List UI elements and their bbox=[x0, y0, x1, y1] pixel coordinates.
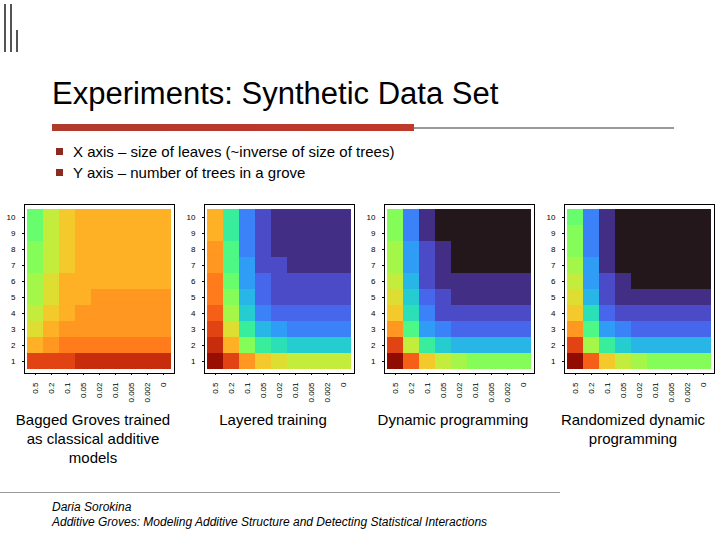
svg-text:0.01: 0.01 bbox=[291, 382, 300, 398]
svg-text:1: 1 bbox=[551, 357, 556, 366]
svg-text:9: 9 bbox=[551, 229, 556, 238]
svg-text:7: 7 bbox=[11, 261, 16, 270]
svg-text:6: 6 bbox=[371, 277, 376, 286]
html-text:Additive Groves: Modeling Addi: Additive Groves: Modeling Additive Struc… bbox=[52, 515, 488, 529]
svg-text:0.5: 0.5 bbox=[211, 382, 220, 394]
html-text:Randomized dynamic programming: Randomized dynamic programming bbox=[560, 411, 706, 447]
html-text:Experiments: Synthetic Data Se: Experiments: Synthetic Data Set bbox=[52, 76, 499, 111]
svg-text:5: 5 bbox=[371, 293, 376, 302]
svg-text:0.002: 0.002 bbox=[323, 382, 332, 403]
svg-text:0.002: 0.002 bbox=[503, 382, 512, 403]
svg-text:9: 9 bbox=[11, 229, 16, 238]
svg-text:0.005: 0.005 bbox=[307, 382, 316, 403]
html-text:Daria Sorokina: Daria Sorokina bbox=[52, 500, 132, 514]
html-text:Layered training: Layered training bbox=[219, 411, 327, 428]
svg-text:3: 3 bbox=[551, 325, 556, 334]
svg-text:1: 1 bbox=[11, 357, 16, 366]
svg-text:4: 4 bbox=[11, 309, 16, 318]
svg-text:5: 5 bbox=[191, 293, 196, 302]
svg-text:10: 10 bbox=[187, 213, 196, 222]
svg-text:0.5: 0.5 bbox=[31, 382, 40, 394]
svg-text:3: 3 bbox=[11, 325, 16, 334]
svg-text:0.2: 0.2 bbox=[587, 382, 596, 394]
svg-text:5: 5 bbox=[11, 293, 16, 302]
svg-text:7: 7 bbox=[371, 261, 376, 270]
svg-text:10: 10 bbox=[547, 213, 556, 222]
svg-text:2: 2 bbox=[551, 341, 556, 350]
svg-text:10: 10 bbox=[367, 213, 376, 222]
svg-text:0.1: 0.1 bbox=[603, 382, 612, 394]
svg-text:9: 9 bbox=[191, 229, 196, 238]
svg-text:6: 6 bbox=[551, 277, 556, 286]
svg-text:3: 3 bbox=[191, 325, 196, 334]
svg-text:2: 2 bbox=[191, 341, 196, 350]
svg-text:8: 8 bbox=[551, 245, 556, 254]
svg-text:4: 4 bbox=[191, 309, 196, 318]
svg-text:0: 0 bbox=[519, 382, 528, 387]
svg-text:0.005: 0.005 bbox=[667, 382, 676, 403]
html-text:Y axis – number of trees in a: Y axis – number of trees in a grove bbox=[73, 164, 306, 181]
svg-text:5: 5 bbox=[551, 293, 556, 302]
svg-text:0.01: 0.01 bbox=[471, 382, 480, 398]
svg-text:2: 2 bbox=[11, 341, 16, 350]
svg-text:0.002: 0.002 bbox=[683, 382, 692, 403]
svg-text:10: 10 bbox=[7, 213, 16, 222]
svg-text:0.02: 0.02 bbox=[635, 382, 644, 398]
html-text:X axis – size of leaves (~inve: X axis – size of leaves (~inverse of siz… bbox=[73, 143, 395, 160]
svg-text:0: 0 bbox=[339, 382, 348, 387]
svg-text:0.01: 0.01 bbox=[111, 382, 120, 398]
svg-text:8: 8 bbox=[191, 245, 196, 254]
svg-text:0.1: 0.1 bbox=[423, 382, 432, 394]
svg-text:0.1: 0.1 bbox=[63, 382, 72, 394]
svg-text:0.1: 0.1 bbox=[243, 382, 252, 394]
svg-text:0.05: 0.05 bbox=[619, 382, 628, 398]
svg-text:0.5: 0.5 bbox=[391, 382, 400, 394]
svg-text:3: 3 bbox=[371, 325, 376, 334]
svg-text:0.05: 0.05 bbox=[79, 382, 88, 398]
svg-text:7: 7 bbox=[191, 261, 196, 270]
svg-text:1: 1 bbox=[191, 357, 196, 366]
svg-text:0.005: 0.005 bbox=[127, 382, 136, 403]
svg-text:2: 2 bbox=[371, 341, 376, 350]
svg-text:0: 0 bbox=[699, 382, 708, 387]
svg-text:4: 4 bbox=[371, 309, 376, 318]
svg-text:0.01: 0.01 bbox=[651, 382, 660, 398]
svg-text:6: 6 bbox=[191, 277, 196, 286]
svg-text:0.05: 0.05 bbox=[259, 382, 268, 398]
svg-text:0.005: 0.005 bbox=[487, 382, 496, 403]
svg-text:8: 8 bbox=[11, 245, 16, 254]
svg-text:0.002: 0.002 bbox=[143, 382, 152, 403]
svg-text:7: 7 bbox=[551, 261, 556, 270]
svg-text:0.5: 0.5 bbox=[571, 382, 580, 394]
svg-text:0.2: 0.2 bbox=[227, 382, 236, 394]
svg-text:0.02: 0.02 bbox=[275, 382, 284, 398]
svg-text:0: 0 bbox=[159, 382, 168, 387]
svg-text:0.2: 0.2 bbox=[407, 382, 416, 394]
svg-text:8: 8 bbox=[371, 245, 376, 254]
svg-text:0.02: 0.02 bbox=[95, 382, 104, 398]
svg-text:0.05: 0.05 bbox=[439, 382, 448, 398]
svg-text:4: 4 bbox=[551, 309, 556, 318]
svg-text:0.2: 0.2 bbox=[47, 382, 56, 394]
html-text:Dynamic programming: Dynamic programming bbox=[377, 411, 529, 428]
svg-text:9: 9 bbox=[371, 229, 376, 238]
svg-text:0.02: 0.02 bbox=[455, 382, 464, 398]
svg-text:1: 1 bbox=[371, 357, 376, 366]
svg-text:6: 6 bbox=[11, 277, 16, 286]
html-text:Bagged Groves trained as class: Bagged Groves trained as classical addit… bbox=[15, 411, 171, 466]
